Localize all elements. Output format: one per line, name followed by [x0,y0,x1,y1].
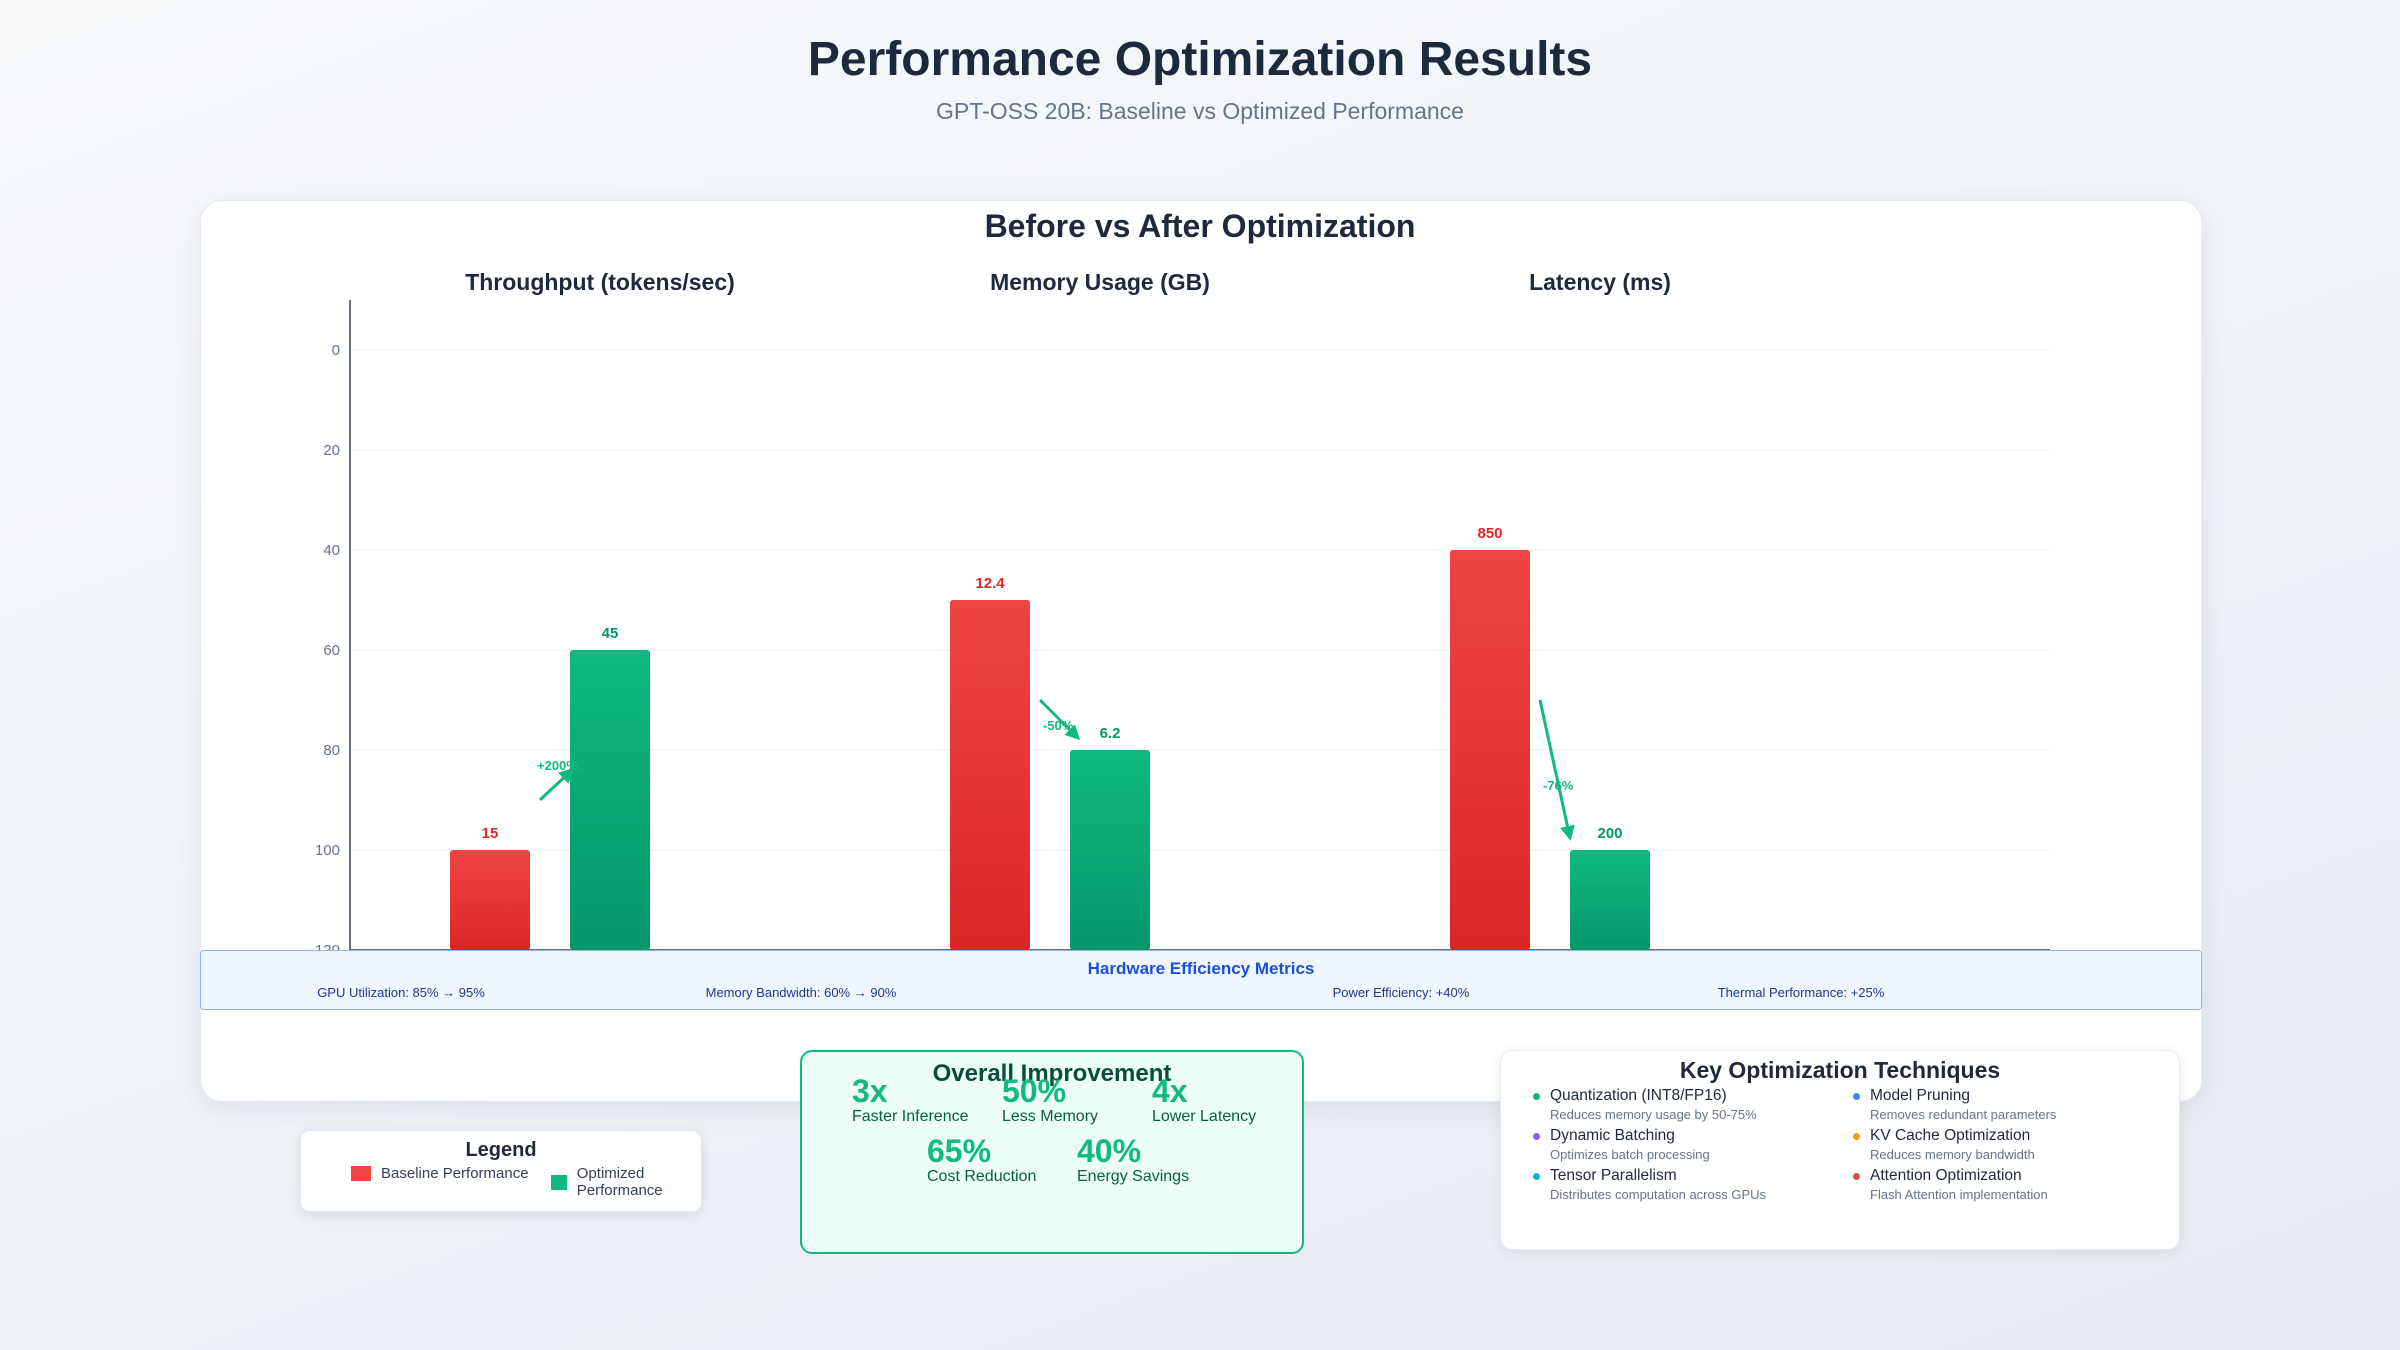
technique-name: Tensor Parallelism [1550,1167,1677,1184]
technique-desc: Reduces memory bandwidth [1870,1147,2035,1162]
chart-title: Before vs After Optimization [984,208,1416,244]
bar-optimized-0 [570,650,650,950]
stat-label: Energy Savings [1077,1168,1190,1185]
bar-chart: Throughput (tokens/sec) Memory Usage (GB)… [315,269,2050,959]
y-tick-label: 60 [323,642,340,659]
hardware-metrics-title: Hardware Efficiency Metrics [1087,959,1315,978]
bullet-icon [1533,1132,1540,1140]
legend-swatch-optimized [551,1174,567,1190]
stat-less-memory: 50% Less Memory [1002,1074,1098,1126]
bar-baseline-1 [950,600,1030,950]
techniques-title: Key Optimization Techniques [1679,1057,2001,1083]
technique-desc: Removes redundant parameters [1870,1107,2057,1122]
hw-metric-power: Power Efficiency: +40% [1332,985,1470,1000]
page-title: Performance Optimization Results [807,33,1593,86]
hw-metric-bandwidth: Memory Bandwidth: 60% → 90% [705,985,897,1000]
change-arrow-icon [538,767,575,802]
hardware-metrics-panel: Hardware Efficiency Metrics GPU Utilizat… [200,950,2202,1010]
technique-pruning: Model Pruning Removes redundant paramete… [1853,1087,2153,1122]
stat-value: 3x [852,1073,888,1109]
overall-improvement-title: Overall Improvement [932,1060,1172,1087]
data-label: 15 [482,825,499,842]
bar-baseline-2 [1450,550,1530,950]
bar-baseline-0 [450,850,530,950]
data-label: 850 [1477,525,1502,542]
legend-title: Legend [465,1139,537,1161]
bar-optimized-2 [1570,850,1650,950]
data-label: 6.2 [1100,725,1121,742]
stat-label: Less Memory [1002,1108,1099,1125]
change-label: -50% [1043,718,1074,733]
stat-value: 50% [1002,1073,1067,1109]
stat-lower-latency: 4x Lower Latency [1152,1074,1256,1126]
change-arrow-icon [1038,698,1081,741]
bullet-icon [1533,1172,1540,1180]
legend-label-baseline: Baseline Performance [381,1165,529,1182]
y-tick-label: 0 [332,342,340,359]
legend-item-baseline: Baseline Performance [351,1165,529,1182]
technique-desc: Flash Attention implementation [1870,1187,2048,1202]
data-label: 45 [602,625,619,642]
bar-optimized-1 [1070,750,1150,950]
legend-swatch-baseline [351,1166,371,1181]
optimization-techniques-panel: Key Optimization Techniques Quantization… [1500,1050,2180,1250]
technique-name: Model Pruning [1870,1087,1970,1104]
change-arrow-icon [1538,699,1575,841]
technique-dynamic-batching: Dynamic Batching Optimizes batch process… [1533,1127,1833,1162]
bullet-icon [1853,1132,1860,1140]
legend: Legend Baseline Performance Optimized Pe… [300,1130,702,1212]
technique-name: Quantization (INT8/FP16) [1550,1087,1727,1104]
legend-label-optimized: Optimized Performance [576,1165,663,1199]
category-header: Memory Usage (GB) [990,269,1210,295]
legend-item-optimized: Optimized Performance [551,1165,701,1199]
page-subtitle: GPT-OSS 20B: Baseline vs Optimized Perfo… [936,98,1464,124]
hw-metric-gpu: GPU Utilization: 85% → 95% [317,985,485,1000]
stat-value: 4x [1152,1073,1188,1109]
bullet-icon [1853,1172,1860,1180]
technique-desc: Optimizes batch processing [1550,1147,1710,1162]
y-tick-label: 100 [315,842,340,859]
data-label: 12.4 [975,575,1005,592]
technique-quantization: Quantization (INT8/FP16) Reduces memory … [1533,1087,1833,1122]
change-label: -76% [1543,778,1574,793]
hw-metric-thermal: Thermal Performance: +25% [1717,985,1885,1000]
change-label: +200% [537,758,578,773]
stat-label: Faster Inference [852,1108,969,1125]
technique-name: Attention Optimization [1870,1167,2022,1184]
technique-desc: Reduces memory usage by 50-75% [1550,1107,1757,1122]
overall-improvement-panel: Overall Improvement 3x Faster Inference … [800,1050,1304,1254]
stat-energy-savings: 40% Energy Savings [1077,1134,1189,1186]
bullet-icon [1853,1092,1860,1100]
stat-value: 40% [1077,1133,1142,1169]
technique-tensor-parallelism: Tensor Parallelism Distributes computati… [1533,1167,1833,1202]
technique-attention: Attention Optimization Flash Attention i… [1853,1167,2153,1202]
technique-kv-cache: KV Cache Optimization Reduces memory ban… [1853,1127,2153,1162]
technique-name: KV Cache Optimization [1870,1127,2031,1144]
y-tick-label: 20 [323,442,340,459]
y-tick-label: 80 [323,742,340,759]
category-header: Throughput (tokens/sec) [465,269,735,295]
stat-cost-reduction: 65% Cost Reduction [927,1134,1036,1186]
stat-label: Cost Reduction [927,1168,1037,1185]
y-tick-label: 40 [323,542,340,559]
category-header: Latency (ms) [1529,269,1671,295]
data-label: 200 [1597,825,1622,842]
bullet-icon [1533,1092,1540,1100]
stat-faster-inference: 3x Faster Inference [852,1074,969,1126]
technique-desc: Distributes computation across GPUs [1550,1187,1767,1202]
technique-name: Dynamic Batching [1550,1127,1675,1144]
stat-value: 65% [927,1133,992,1169]
stat-label: Lower Latency [1152,1108,1257,1125]
